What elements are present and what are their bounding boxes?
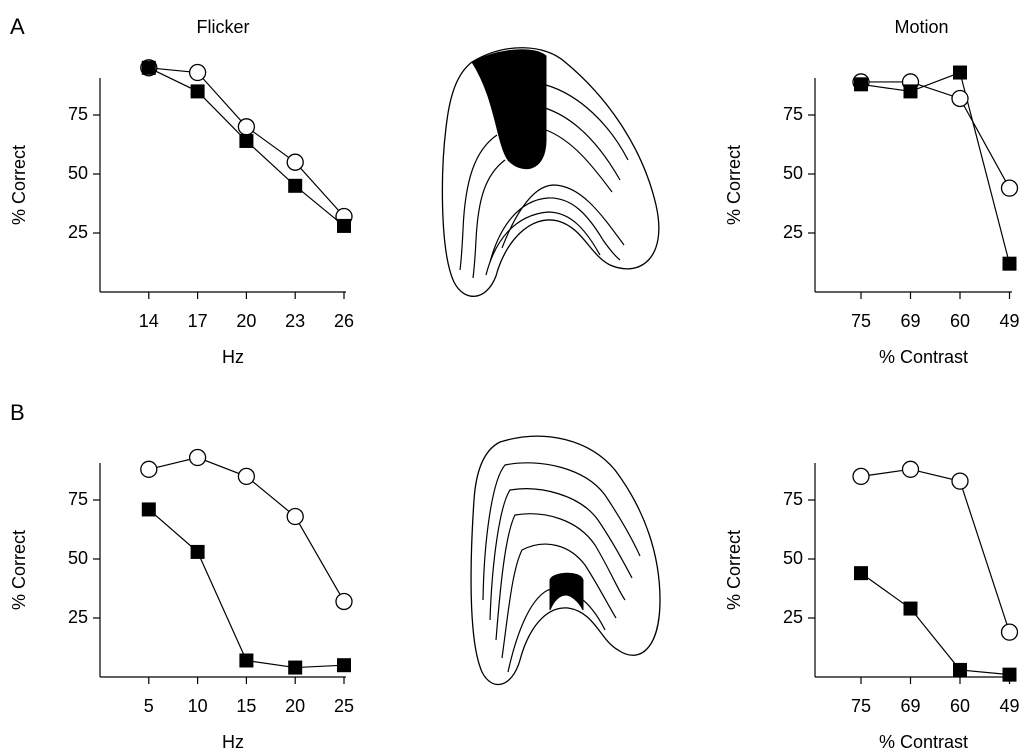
chart: 25 50 75 5 10 15 20 25 Hz % Correct xyxy=(9,448,354,752)
chart-title: Flicker xyxy=(197,17,250,37)
x-tick-label: 15 xyxy=(236,696,256,716)
point-filled xyxy=(1002,256,1017,271)
chart: 25 50 75 75 69 60 49 % Contrast % Correct xyxy=(724,460,1020,752)
point-open xyxy=(1000,623,1019,641)
y-tick-label: 25 xyxy=(68,222,88,242)
y-axis-label: % Correct xyxy=(9,145,29,225)
y-tick-label: 75 xyxy=(68,489,88,509)
point-filled xyxy=(141,502,156,517)
brain-diagram-a xyxy=(441,47,660,297)
point-open xyxy=(951,472,969,490)
x-axis-label: Hz xyxy=(222,347,244,367)
point-open xyxy=(335,592,353,611)
y-tick-label: 75 xyxy=(783,489,803,509)
x-tick-label: 20 xyxy=(236,311,256,331)
point-filled xyxy=(903,601,918,616)
y-tick-label: 25 xyxy=(68,607,88,627)
point-filled xyxy=(288,660,303,675)
point-open xyxy=(286,507,304,526)
point-open xyxy=(951,89,969,108)
y-axis-label: % Correct xyxy=(9,530,29,610)
x-tick-label: 20 xyxy=(285,696,305,716)
x-tick-label: 23 xyxy=(285,311,305,331)
point-open xyxy=(188,448,207,467)
point-open xyxy=(901,460,920,478)
y-tick-label: 75 xyxy=(783,104,803,124)
x-tick-label: 10 xyxy=(188,696,208,716)
point-filled xyxy=(337,218,351,233)
y-tick-label: 50 xyxy=(783,548,803,568)
x-tick-label: 17 xyxy=(188,311,208,331)
y-tick-label: 25 xyxy=(783,222,803,242)
x-tick-label: 60 xyxy=(950,311,970,331)
y-tick-label: 75 xyxy=(68,104,88,124)
point-open xyxy=(237,467,256,486)
x-tick-label: 14 xyxy=(139,311,159,331)
x-tick-label: 5 xyxy=(144,696,154,716)
point-filled xyxy=(953,662,967,677)
point-filled xyxy=(854,566,868,581)
series-line xyxy=(860,572,1010,676)
point-filled xyxy=(239,133,254,148)
point-open xyxy=(1000,179,1019,197)
x-tick-label: 26 xyxy=(334,311,354,331)
y-axis-label: % Correct xyxy=(724,530,744,610)
x-tick-label: 60 xyxy=(950,696,970,716)
x-tick-label: 69 xyxy=(900,311,920,331)
y-tick-label: 25 xyxy=(783,607,803,627)
chart: 25 50 75 75 69 60 49 Motion % Contrast % Correct xyxy=(724,17,1020,367)
x-tick-label: 49 xyxy=(999,696,1019,716)
x-tick-label: 49 xyxy=(999,311,1019,331)
point-filled xyxy=(337,658,351,673)
point-filled xyxy=(854,77,868,92)
x-tick-label: 75 xyxy=(851,311,871,331)
point-open xyxy=(286,153,304,171)
point-filled xyxy=(288,178,303,193)
y-tick-label: 50 xyxy=(68,548,88,568)
point-open xyxy=(852,467,870,486)
x-axis-label: Hz xyxy=(222,732,244,752)
point-filled xyxy=(141,60,156,75)
series-line xyxy=(860,71,1011,264)
chart-title: Motion xyxy=(894,17,948,37)
y-tick-label: 50 xyxy=(68,163,88,183)
point-filled xyxy=(239,653,254,668)
point-filled xyxy=(190,544,205,559)
x-tick-label: 25 xyxy=(334,696,354,716)
x-tick-label: 69 xyxy=(900,696,920,716)
series-line xyxy=(861,81,1011,189)
x-tick-label: 75 xyxy=(851,696,871,716)
series-line xyxy=(860,468,1011,633)
point-filled xyxy=(190,84,205,99)
y-axis-label: % Correct xyxy=(724,145,744,225)
x-axis-label: % Contrast xyxy=(879,347,968,367)
point-filled xyxy=(953,65,967,80)
panel-label: B xyxy=(10,400,25,425)
series-line xyxy=(148,508,345,669)
panel-label: A xyxy=(10,14,25,39)
x-axis-label: % Contrast xyxy=(879,732,968,752)
point-filled xyxy=(903,84,918,99)
point-open xyxy=(188,63,207,82)
brain-diagram-b xyxy=(470,435,661,686)
point-open xyxy=(237,118,256,136)
point-open xyxy=(140,460,158,478)
y-tick-label: 50 xyxy=(783,163,803,183)
point-filled xyxy=(1002,667,1017,682)
chart: 25 50 75 14 17 20 23 26 Flicker Hz % Correct xyxy=(9,17,354,367)
